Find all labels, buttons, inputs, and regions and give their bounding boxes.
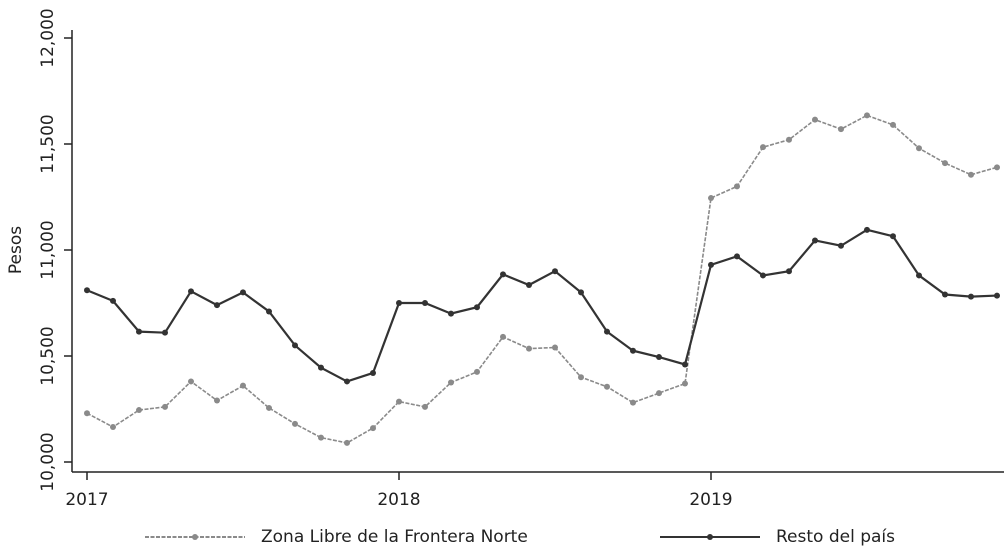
point: [864, 112, 870, 119]
point: [318, 364, 324, 371]
point: [890, 121, 896, 128]
point: [188, 288, 194, 295]
y-tick-label: 11,500: [38, 114, 58, 173]
point: [578, 289, 584, 296]
point: [734, 183, 740, 190]
point: [422, 300, 428, 306]
point: [292, 420, 298, 427]
point: [344, 439, 350, 446]
point: [84, 287, 90, 294]
point: [968, 293, 974, 300]
point: [994, 292, 1000, 299]
y-tick-label: 10,000: [38, 432, 58, 491]
point: [526, 345, 532, 352]
point: [708, 261, 714, 268]
point: [604, 328, 610, 335]
point: [630, 399, 636, 406]
point: [162, 403, 168, 410]
point: [942, 160, 948, 167]
point: [838, 242, 844, 249]
point: [760, 144, 766, 151]
point: [266, 308, 272, 315]
point: [240, 289, 246, 296]
point: [396, 398, 402, 405]
point: [916, 272, 922, 279]
y-tick-label: 10,500: [38, 326, 58, 385]
point: [552, 268, 558, 275]
point: [630, 347, 636, 354]
point: [708, 195, 714, 202]
point: [396, 300, 402, 306]
point: [422, 403, 428, 410]
point: [370, 369, 376, 376]
point: [318, 434, 324, 441]
x-tick-label: 2017: [65, 490, 108, 510]
point: [110, 297, 116, 304]
point: [110, 424, 116, 431]
point: [656, 354, 662, 361]
y-axis-label: Pesos: [6, 226, 26, 274]
point: [942, 291, 948, 298]
point: [162, 329, 168, 336]
x-tick-label: 2019: [689, 490, 732, 510]
point: [760, 272, 766, 279]
point: [500, 271, 506, 278]
point: [968, 171, 974, 178]
point: [500, 333, 506, 340]
point: [136, 407, 142, 414]
point: [786, 136, 792, 143]
point: [682, 380, 688, 387]
point: [656, 390, 662, 397]
point: [838, 126, 844, 133]
y-tick-label: 12,000: [38, 8, 58, 67]
point: [448, 310, 454, 317]
series-line: [86, 114, 998, 444]
point: [214, 397, 220, 404]
y-tick-label: 11,000: [38, 220, 58, 279]
point: [214, 302, 220, 309]
legend-label: Zona Libre de la Frontera Norte: [261, 527, 528, 547]
point: [292, 342, 298, 349]
point: [864, 226, 870, 233]
point: [552, 344, 558, 351]
legend-marker: [192, 534, 198, 540]
point: [578, 374, 584, 381]
point: [448, 379, 454, 386]
legend-label: Resto del país: [776, 527, 895, 547]
point: [604, 383, 610, 390]
point: [994, 164, 1000, 171]
point: [786, 268, 792, 275]
point: [890, 233, 896, 240]
point: [266, 404, 272, 411]
point: [734, 253, 740, 260]
point: [84, 410, 90, 417]
legend-marker: [707, 534, 713, 540]
point: [916, 145, 922, 152]
series-line: [86, 228, 998, 383]
point: [136, 328, 142, 335]
point: [812, 237, 818, 244]
point: [188, 378, 194, 385]
point: [344, 378, 350, 385]
point: [812, 116, 818, 123]
x-tick-label: 2018: [377, 490, 420, 510]
point: [474, 368, 480, 375]
point: [526, 281, 532, 288]
point: [370, 425, 376, 432]
point: [240, 382, 246, 389]
point: [474, 304, 480, 311]
point: [682, 361, 688, 368]
